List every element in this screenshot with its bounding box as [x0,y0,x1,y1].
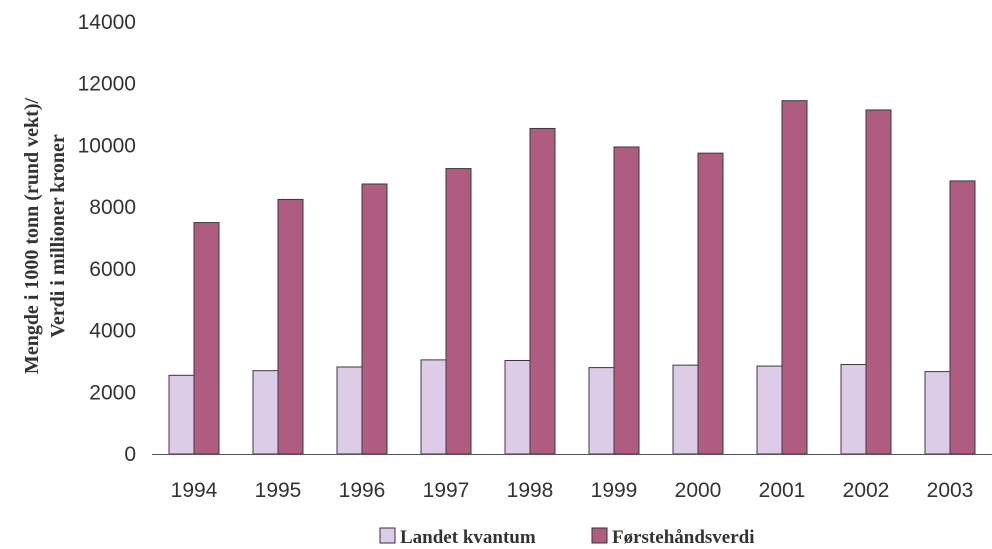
bar-landet-kvantum-1998 [504,360,531,455]
bar-forstehandsverdi-1997 [445,168,472,455]
bars [168,100,976,455]
bar-landet-kvantum-2003 [924,371,951,455]
x-tick-label: 1999 [591,479,638,502]
y-axis-label-line1: Mengde i 1000 tonn (rund vekt)/ [21,97,43,374]
y-axis-label-line2: Verdi i millioner kroner [47,134,69,338]
y-tick-label: 4000 [89,320,136,343]
bar-landet-kvantum-1996 [336,366,363,455]
bar-landet-kvantum-2002 [840,364,867,455]
y-tick-label: 6000 [89,258,136,281]
bar-forstehandsverdi-2002 [865,109,892,455]
bar-landet-kvantum-2001 [756,365,783,455]
bar-forstehandsverdi-2001 [781,100,808,455]
bar-landet-kvantum-1994 [168,374,195,455]
y-tick-label: 8000 [89,196,136,219]
x-tick-label: 2001 [759,479,806,502]
x-tick-label: 1998 [507,479,554,502]
bar-forstehandsverdi-1999 [613,146,640,455]
legend: Landet kvantum Førstehåndsverdi [379,527,755,548]
bar-landet-kvantum-2000 [672,364,699,455]
legend-label-landet-kvantum: Landet kvantum [400,527,536,548]
legend-label-forstehandsverdi: Førstehåndsverdi [612,527,755,548]
legend-swatch-forstehandsverdi [591,527,608,544]
bar-landet-kvantum-1999 [588,367,615,455]
x-tick-label: 2000 [675,479,722,502]
y-tick-label: 12000 [78,73,136,96]
y-tick-label: 2000 [89,381,136,404]
y-tick-label: 10000 [78,134,136,157]
x-tick-label: 2002 [843,479,890,502]
x-axis-ticks: 1994 1995 1996 1997 1998 1999 2000 2001 2002 2003 [171,479,974,502]
x-tick-label: 1994 [171,479,218,502]
y-tick-label: 14000 [78,11,136,34]
x-tick-label: 2003 [927,479,974,502]
x-tick-label: 1997 [423,479,470,502]
y-axis-label: Mengde i 1000 tonn (rund vekt)/ Verdi i … [21,97,69,374]
x-tick-label: 1995 [255,479,302,502]
bar-landet-kvantum-1997 [420,359,447,455]
bar-forstehandsverdi-1998 [529,127,556,455]
y-tick-label: 0 [124,443,136,466]
bar-landet-kvantum-1995 [252,370,279,455]
bar-forstehandsverdi-2003 [949,180,976,455]
x-tick-label: 1996 [339,479,386,502]
y-axis-ticks: 0 2000 4000 6000 8000 10000 12000 14000 [78,11,136,466]
legend-swatch-landet-kvantum [379,527,396,544]
bar-forstehandsverdi-1996 [361,183,388,455]
bar-forstehandsverdi-1994 [193,222,220,455]
bar-forstehandsverdi-2000 [697,152,724,455]
bar-forstehandsverdi-1995 [277,198,304,455]
